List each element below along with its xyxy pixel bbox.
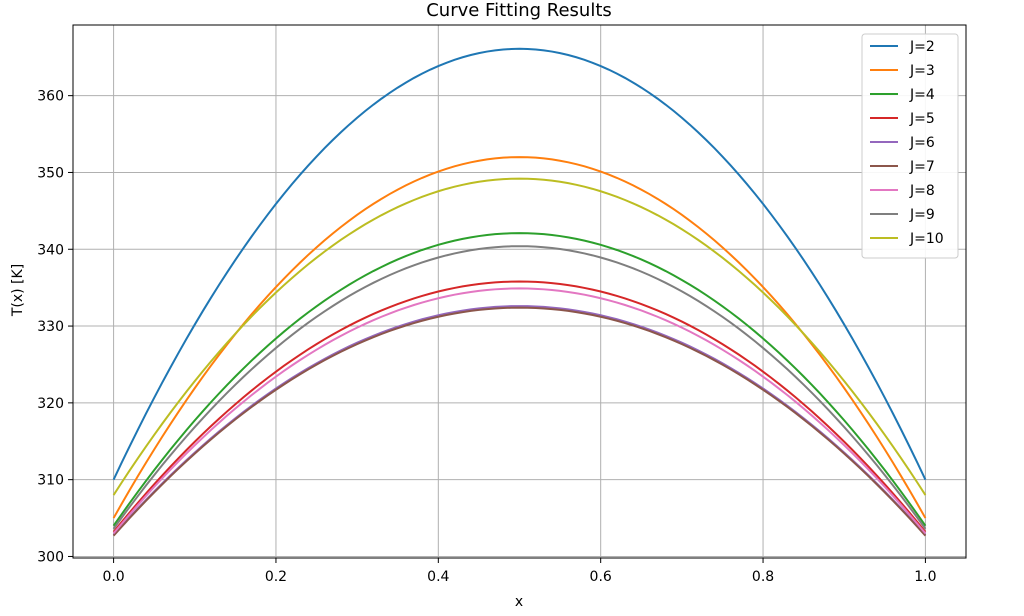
grid-lines [73,25,966,558]
x-tick-label: 0.8 [752,569,774,585]
legend-label: J=3 [909,63,935,79]
series-line-j-2 [112,47,927,481]
series-line-j-10 [112,177,927,496]
series-line-j-4 [112,232,927,527]
x-axis-label: x [515,594,523,610]
x-tick-label: 0.0 [102,569,124,585]
y-tick-label: 340 [37,242,64,258]
axes-frame [72,24,967,559]
legend-label: J=5 [909,111,935,127]
legend-label: J=4 [909,87,935,103]
series-line-j-8 [112,287,927,535]
x-tick-label: 0.6 [590,569,612,585]
y-tick-label: 330 [37,319,64,335]
y-tick-label: 320 [37,396,64,412]
legend-label: J=8 [909,183,935,199]
legend-label: J=10 [909,231,944,247]
series-line-j-7 [112,306,927,537]
x-tick-label: 0.4 [427,569,449,585]
y-axis-label: T(x) [K] [10,264,26,317]
axis-ticks: 0.0 0.2 0.4 0.6 0.8 1.0 300 310 320 330 340 350 360 [37,89,936,585]
legend-box [861,33,959,259]
x-tick-label: 0.2 [265,569,287,585]
series-line-j-3 [112,156,927,519]
plot-area [112,47,927,537]
series-line-j-5 [112,280,927,533]
y-tick-label: 310 [37,473,64,489]
y-tick-label: 360 [37,89,64,105]
legend: J=2 J=3 J=4 J=5 J=6 J=7 J=8 J=9 J=10 [861,33,959,259]
legend-label: J=2 [909,39,935,55]
x-tick-label: 1.0 [914,569,936,585]
y-tick-label: 350 [37,165,64,181]
legend-label: J=9 [909,207,935,223]
series-line-j-9 [112,245,927,530]
y-tick-label: 300 [37,549,64,565]
legend-label: J=6 [909,135,935,151]
legend-label: J=7 [909,159,935,175]
chart-title: Curve Fitting Results [426,0,612,21]
